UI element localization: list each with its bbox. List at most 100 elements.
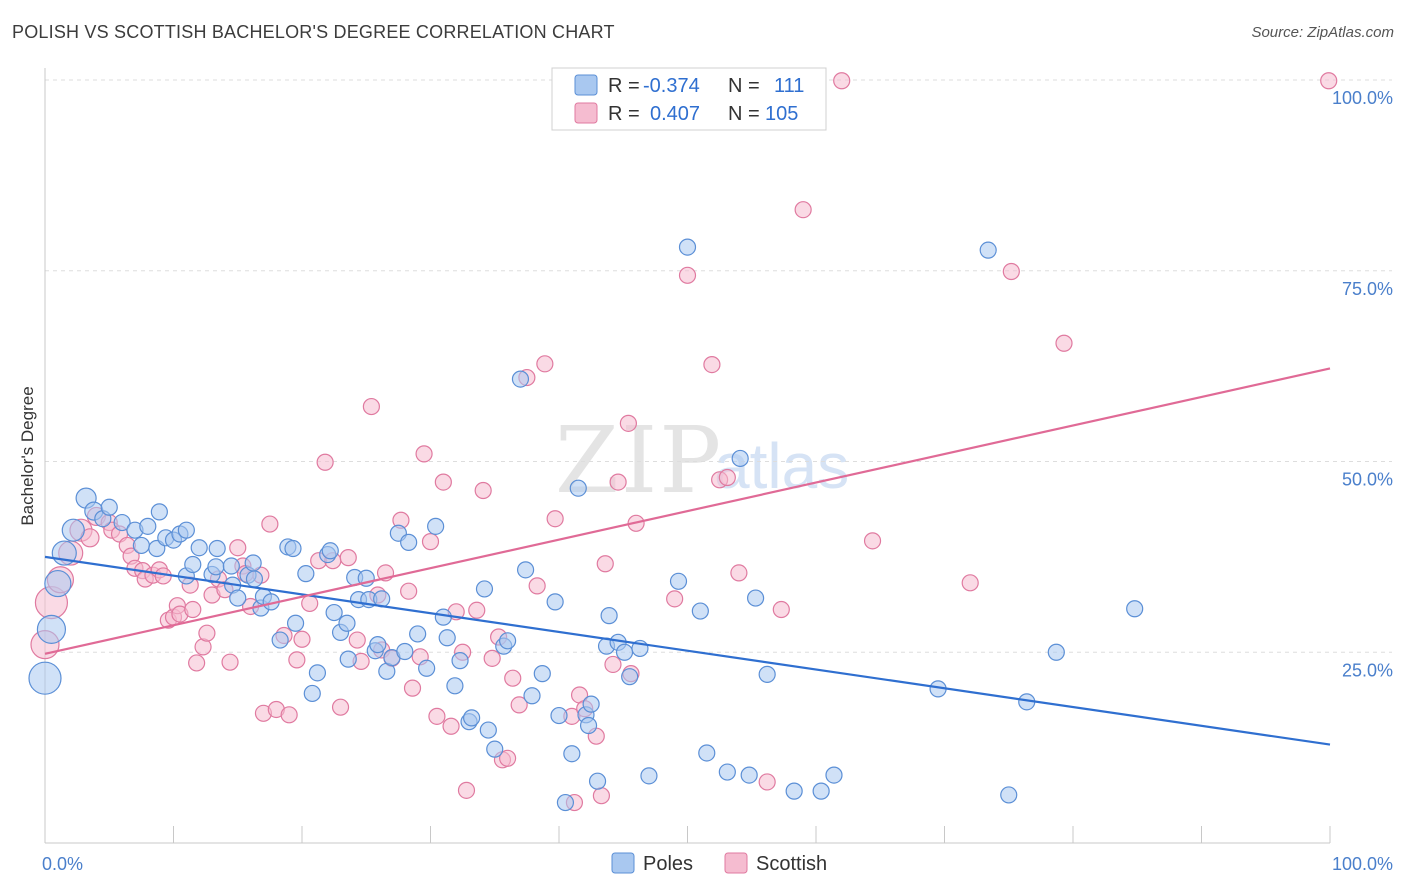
poles-point-1	[36, 614, 67, 644]
scottish-legend-swatch	[574, 102, 598, 124]
y-axis-label: Bachelor's Degree	[18, 386, 37, 525]
poles-point-73	[511, 370, 530, 388]
poles-point-23	[207, 558, 225, 576]
poles-point-40	[308, 664, 327, 682]
trendlines	[44, 367, 1331, 746]
y-tick-label-0: 25.0%	[1342, 660, 1393, 680]
scottish-point-45	[316, 453, 334, 471]
poles-point-11	[132, 536, 150, 555]
scottish-point-97	[730, 564, 748, 582]
poles-point-0	[28, 661, 62, 695]
poles-point-45	[338, 614, 356, 632]
poles-point-94	[678, 238, 697, 256]
poles-point-62	[434, 608, 452, 626]
poles-point-36	[284, 539, 302, 558]
poles-point-102	[785, 782, 803, 800]
scottish-point-23	[184, 600, 202, 619]
poles-point-100	[747, 589, 765, 607]
poles-point-99	[740, 766, 758, 784]
scottish-point-43	[301, 594, 319, 613]
poles-point-18	[177, 521, 195, 539]
scottish-point-88	[609, 473, 627, 491]
scottish-point-87	[604, 655, 622, 674]
scottish-trendline	[44, 367, 1331, 655]
scottish-n-label: N =	[728, 103, 760, 125]
poles-point-92	[640, 767, 658, 785]
poles-point-2	[44, 569, 72, 598]
scottish-point-99	[772, 600, 790, 619]
y-tick-label-3: 100.0%	[1332, 88, 1393, 108]
poles-point-30	[245, 570, 264, 588]
poles-point-57	[396, 642, 414, 661]
axes	[44, 68, 1331, 844]
scottish-point-75	[510, 696, 528, 714]
x-tick-label-1: 100.0%	[1332, 854, 1393, 874]
stats-legend-box	[551, 67, 827, 131]
scottish-point-94	[703, 355, 721, 374]
scottish-point-63	[434, 473, 452, 491]
poles-point-27	[229, 589, 247, 607]
poles-point-89	[615, 643, 634, 661]
scottish-point-74	[504, 669, 522, 687]
scottish-point-73	[499, 749, 517, 767]
poles-point-38	[297, 565, 315, 583]
poles-point-60	[418, 659, 436, 677]
poles-points	[28, 238, 1144, 812]
scottish-point-62	[428, 707, 446, 725]
poles-point-42	[321, 542, 339, 560]
poles-point-12	[139, 517, 157, 535]
scottish-point-106	[1320, 72, 1338, 90]
scottish-point-103	[961, 574, 979, 592]
poles-point-110	[1126, 600, 1144, 618]
poles-r-label: R =	[608, 75, 640, 97]
poles-point-97	[718, 763, 736, 781]
scottish-point-102	[863, 532, 882, 550]
scottish-point-61	[421, 533, 440, 551]
scottish-point-47	[331, 698, 350, 716]
poles-point-78	[550, 706, 568, 725]
poles-point-24	[208, 539, 226, 558]
scottish-r-label: R =	[608, 103, 640, 125]
poles-point-8	[100, 498, 118, 516]
source-credit: Source: ZipAtlas.com	[1251, 24, 1394, 41]
poles-point-20	[184, 555, 202, 574]
scottish-point-30	[221, 653, 239, 671]
poles-point-95	[691, 602, 709, 620]
scottish-point-67	[457, 781, 476, 799]
poles-point-84	[582, 695, 600, 713]
poles-point-52	[369, 636, 387, 654]
scottish-point-40	[280, 706, 298, 724]
poles-point-58	[400, 533, 418, 551]
scottish-point-104	[1002, 262, 1020, 281]
scottish-series-swatch	[724, 852, 748, 874]
poles-point-9	[113, 513, 131, 532]
poles-point-107	[1000, 786, 1018, 804]
poles-trendline	[44, 555, 1331, 746]
scottish-point-49	[348, 631, 366, 649]
poles-series-swatch	[611, 852, 635, 874]
poles-point-43	[325, 603, 343, 622]
stats-legend: R = -0.374 N = 111 R = 0.407 N = 105	[551, 67, 827, 131]
poles-point-39	[303, 684, 321, 703]
poles-point-25	[222, 557, 240, 575]
scottish-point-85	[592, 787, 611, 805]
poles-point-34	[271, 631, 289, 649]
scottish-point-69	[474, 481, 492, 500]
poles-point-46	[339, 650, 357, 668]
poles-point-87	[600, 607, 618, 625]
scottish-point-26	[198, 624, 216, 642]
scottish-point-77	[528, 577, 546, 595]
poles-point-85	[588, 772, 607, 790]
scottish-point-105	[1055, 334, 1073, 352]
poles-point-68	[475, 580, 494, 598]
poles-point-59	[409, 625, 427, 643]
poles-point-103	[812, 782, 830, 800]
scottish-point-37	[261, 515, 279, 533]
scottish-point-24	[188, 654, 206, 672]
scottish-r-value: 0.407	[650, 103, 700, 125]
x-tick-label-0: 0.0%	[42, 854, 83, 874]
scottish-point-64	[442, 717, 460, 735]
scottish-point-70	[483, 649, 501, 667]
tick-labels: 25.0% 50.0% 75.0% 100.0% 0.0% 100.0%	[42, 88, 1393, 874]
